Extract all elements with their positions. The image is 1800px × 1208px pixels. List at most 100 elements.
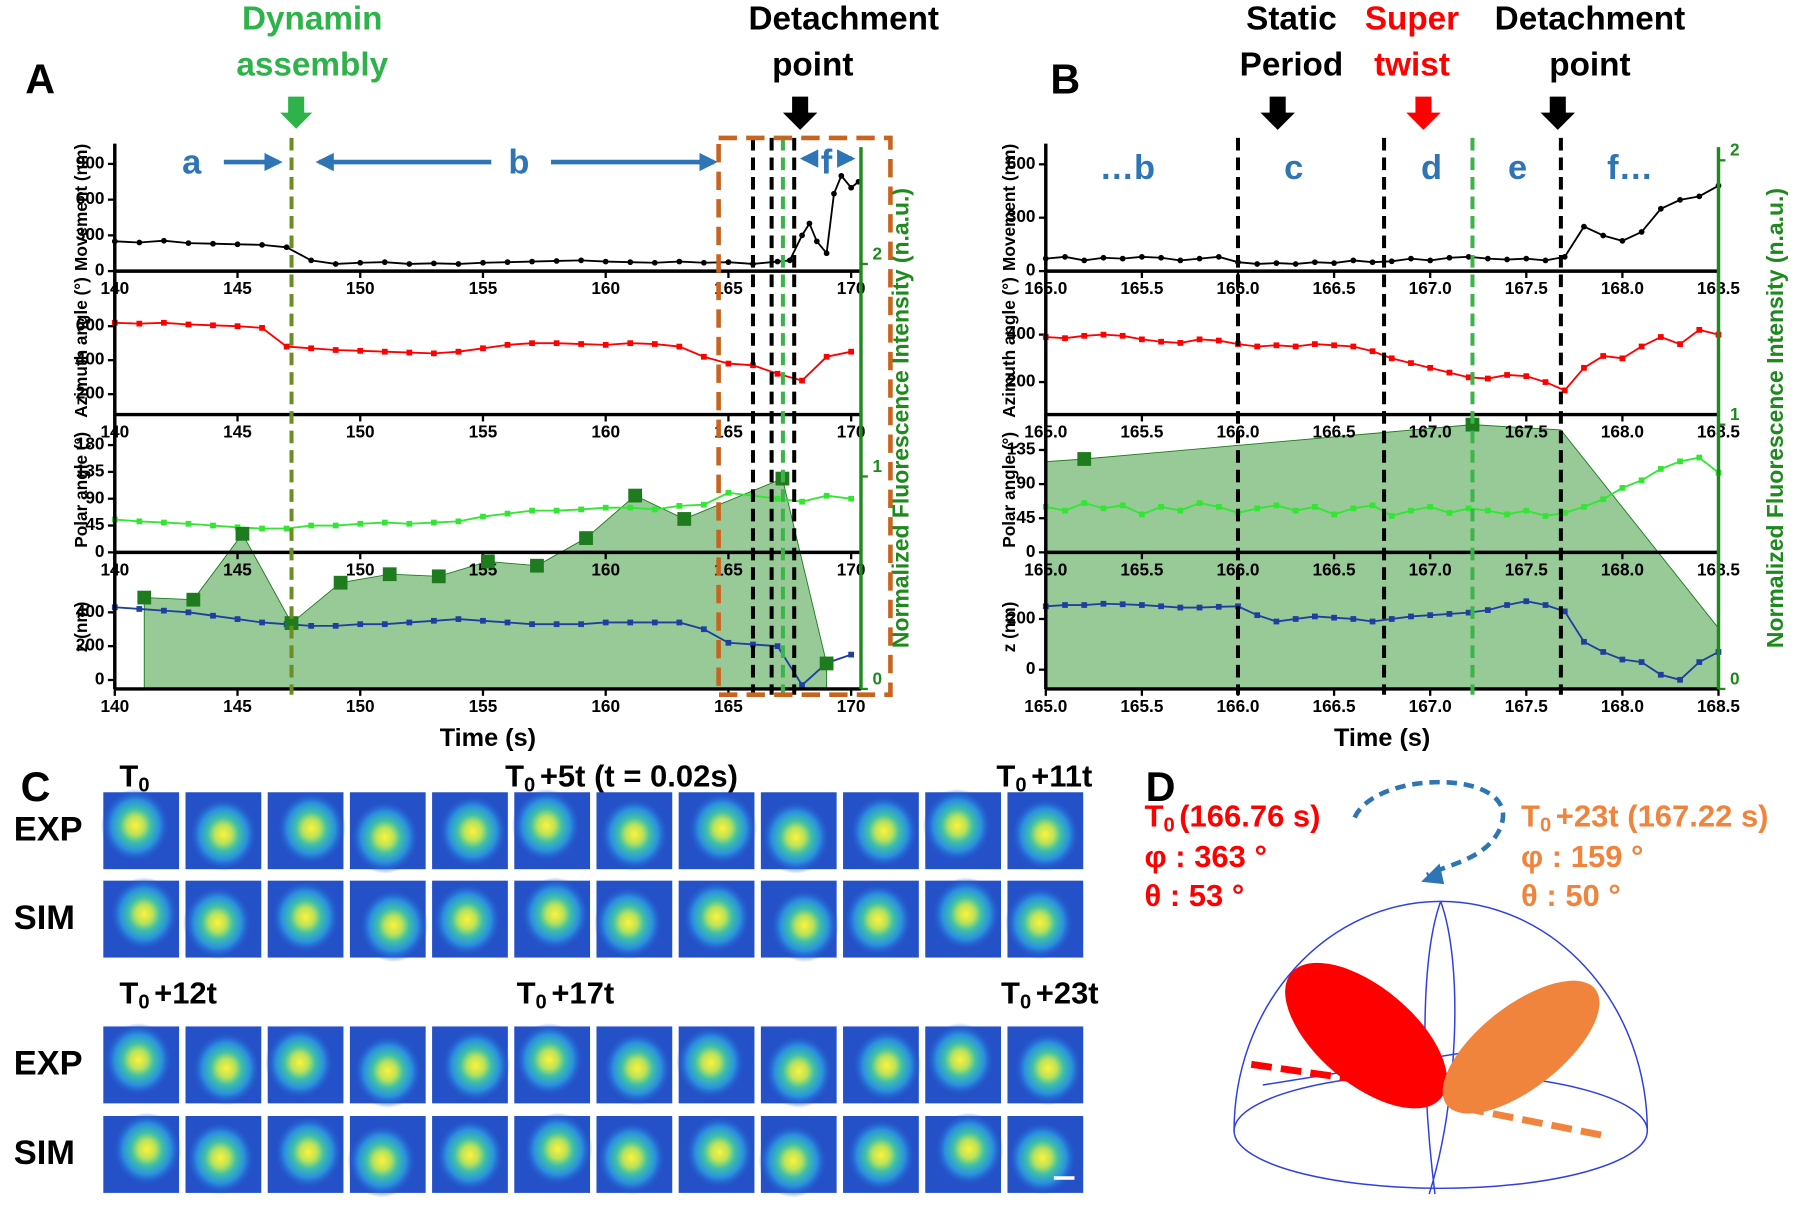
label-subscript: 0 xyxy=(1015,775,1026,797)
row-label: SIM xyxy=(14,899,75,937)
orientation-ellipse xyxy=(1442,980,1600,1114)
x-axis-label: Time (s) xyxy=(1334,724,1430,752)
fluorescence-point xyxy=(186,592,201,607)
label-base: T xyxy=(1145,799,1164,834)
y2-tick-label: 2 xyxy=(872,243,882,263)
y-tick-label: 900 xyxy=(76,152,105,172)
data-point xyxy=(259,525,265,532)
image-spot xyxy=(511,788,581,863)
data-point xyxy=(813,238,820,245)
image-spot xyxy=(687,791,757,866)
y-tick-label: 600 xyxy=(1007,153,1036,173)
label-base: T xyxy=(505,759,524,794)
data-point xyxy=(1504,372,1510,378)
y2-tick-label: 0 xyxy=(1730,668,1740,688)
data-point xyxy=(357,259,364,266)
image-spot xyxy=(438,794,508,869)
data-point xyxy=(136,606,143,612)
x-tick-label: 165.5 xyxy=(1120,696,1163,716)
data-point xyxy=(553,507,560,514)
data-point xyxy=(1619,355,1626,362)
data-point xyxy=(1696,659,1703,665)
row-label: SIM xyxy=(14,1134,75,1172)
panel-letter: C xyxy=(21,764,51,810)
data-point xyxy=(1254,343,1261,350)
data-point xyxy=(1196,500,1203,506)
y-tick-label: 135 xyxy=(1007,439,1036,459)
image-spot xyxy=(1005,885,1075,960)
label-subscript: 0 xyxy=(1163,815,1174,837)
label-rest: +23t xyxy=(1036,976,1099,1011)
data-point xyxy=(1581,503,1587,510)
data-point xyxy=(1312,341,1318,347)
rotation-arrow xyxy=(1352,779,1506,878)
data-point xyxy=(627,619,634,626)
data-point xyxy=(1504,602,1510,608)
data-point xyxy=(1312,613,1318,620)
data-point xyxy=(1273,260,1280,266)
data-point xyxy=(283,343,290,350)
data-point xyxy=(504,259,511,266)
data-point xyxy=(1465,253,1472,260)
data-point xyxy=(381,259,388,266)
data-point xyxy=(1331,511,1337,518)
angle-label: φ : 159 ° xyxy=(1521,839,1643,874)
data-point xyxy=(136,320,143,327)
data-point xyxy=(480,513,486,520)
data-point xyxy=(651,619,658,626)
data-point xyxy=(1561,387,1568,394)
image-spot xyxy=(347,1124,417,1198)
data-point xyxy=(1600,353,1607,359)
data-point xyxy=(1446,254,1453,261)
label-subscript: 0 xyxy=(138,992,149,1014)
y-tick-label: 300 xyxy=(76,224,105,244)
data-point xyxy=(431,350,437,357)
image-spot xyxy=(103,1023,173,1097)
image-spot xyxy=(276,791,346,866)
data-point xyxy=(1619,656,1626,663)
data-point xyxy=(529,507,535,514)
image-spot xyxy=(109,877,179,951)
panel-letter: A xyxy=(25,57,55,103)
data-point xyxy=(553,258,560,264)
data-point xyxy=(455,616,462,622)
data-point xyxy=(1369,618,1376,625)
data-point xyxy=(1657,334,1664,340)
data-point xyxy=(1638,477,1645,484)
data-point xyxy=(1273,618,1280,625)
data-point xyxy=(1388,258,1395,265)
data-point xyxy=(210,240,216,247)
x-tick-label: 165.5 xyxy=(1120,278,1163,298)
data-point xyxy=(1139,602,1145,608)
phase-label: b xyxy=(508,143,529,181)
data-point xyxy=(1100,505,1107,512)
data-point xyxy=(1677,676,1683,683)
data-point xyxy=(308,345,315,352)
y-tick-label: 600 xyxy=(76,188,105,208)
data-point xyxy=(210,612,216,619)
data-point xyxy=(185,240,192,246)
data-point xyxy=(1484,375,1491,382)
label-subscript: 0 xyxy=(1540,815,1551,837)
fluorescence-point xyxy=(628,488,643,503)
data-point xyxy=(1062,253,1068,260)
data-point xyxy=(1292,507,1299,514)
y2-axis-label: Normalized Fluorescence Intensity (n.a.u… xyxy=(1762,188,1788,648)
data-point xyxy=(161,237,167,244)
phase-label: d xyxy=(1421,149,1442,187)
image-spot xyxy=(101,788,170,863)
x-tick-label: 170 xyxy=(837,278,866,298)
data-point xyxy=(1081,257,1088,264)
series-line xyxy=(114,174,860,265)
data-point xyxy=(1504,256,1510,263)
image-spot xyxy=(849,794,919,869)
y-tick-label: 135 xyxy=(76,460,105,480)
data-point xyxy=(848,651,855,658)
x-tick-label: 150 xyxy=(346,422,375,442)
data-point xyxy=(1446,510,1453,516)
x-tick-label: 140 xyxy=(100,696,129,716)
fluorescence-point xyxy=(530,558,544,573)
y-axis-label: Movement (nm) xyxy=(71,144,91,271)
data-point xyxy=(1350,343,1357,350)
data-point xyxy=(1657,466,1664,472)
